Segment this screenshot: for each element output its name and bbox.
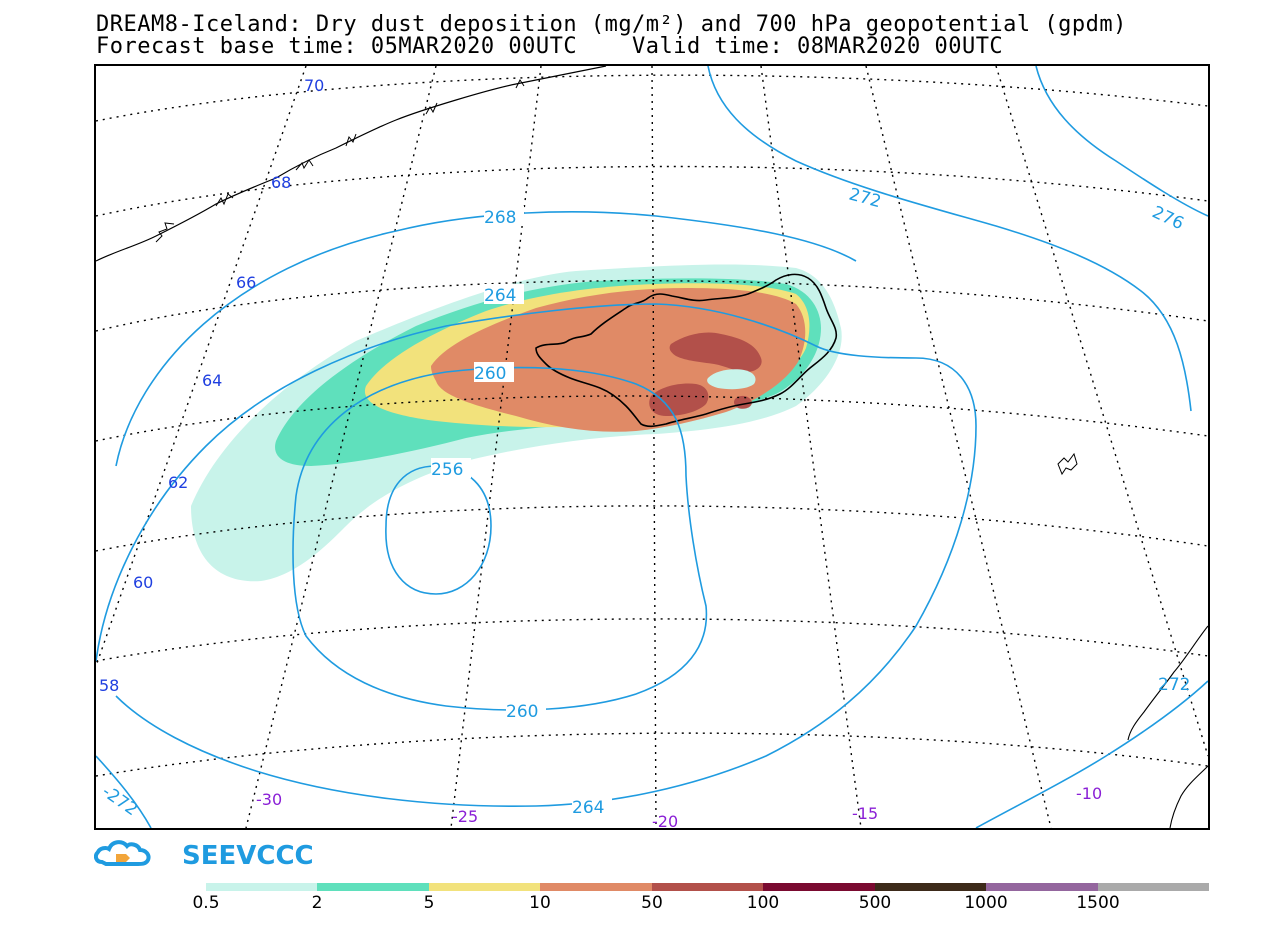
map-title: DREAM8-Iceland: Dry dust deposition (mg/…: [96, 12, 1127, 37]
legend-tick: 500: [858, 893, 892, 913]
contour-label: -272: [98, 782, 141, 821]
lon-label: -10: [1076, 784, 1102, 803]
legend-bin: [206, 883, 318, 891]
graticule: [96, 66, 1208, 828]
contour-label: 276: [1149, 202, 1187, 234]
dust-area-0-5b: [707, 369, 756, 390]
contour-label: 268: [484, 208, 516, 228]
contour-256: [385, 465, 492, 595]
legend-tick: 0.5: [192, 893, 220, 913]
map-time-info: Forecast base time: 05MAR2020 00UTC Vali…: [96, 34, 1004, 59]
contour-label: 256: [431, 460, 463, 480]
contour-276: [1035, 66, 1208, 217]
longitude-labels: -30 -25 -20 -15 -10: [256, 784, 1102, 828]
legend-bin: [317, 883, 429, 891]
legend-bin: [1097, 883, 1209, 891]
contour-label: 260: [506, 702, 538, 722]
lon-label: -25: [452, 807, 478, 826]
contour-label: 264: [572, 798, 604, 818]
legend-bin: [428, 883, 541, 891]
cloud-logo-icon: SEEVCCC: [93, 840, 314, 871]
legend-tick: 5: [423, 893, 435, 913]
lon-label: -30: [256, 790, 282, 809]
contour-label: 264: [484, 286, 516, 306]
legend-tick: 1500: [1076, 893, 1120, 913]
seevccc-logo: SEEVCCC: [93, 836, 314, 872]
dust-area-50b: [649, 383, 709, 416]
contour-264-outer: [96, 303, 977, 808]
legend-bin: [874, 883, 987, 891]
legend-tick: 100: [746, 893, 780, 913]
legend-bin: [651, 883, 764, 891]
legend-tick: 2: [311, 893, 323, 913]
contour-272: [707, 66, 1192, 412]
faroe-islands: [1057, 452, 1078, 476]
contour-268: [115, 211, 857, 467]
legend-bin: [986, 883, 1098, 891]
map-canvas[interactable]: 268 272 276 264 260 256 260 264 -272 272…: [96, 66, 1208, 828]
contour-label: 260: [474, 364, 506, 384]
legend-bin: [763, 883, 875, 891]
contour-label: 272: [847, 185, 884, 213]
legend-tick: 1000: [964, 893, 1008, 913]
greenland-coastline-jag: [155, 79, 525, 243]
contour-label-group: 268 272 276 264 260 256 260 264 -272 272: [98, 185, 1190, 821]
dust-layer: [191, 264, 842, 582]
contour-272-bottom-right: [975, 680, 1208, 828]
map-frame[interactable]: 268 272 276 264 260 256 260 264 -272 272…: [94, 64, 1210, 830]
legend-bin: [540, 883, 652, 891]
lat-label: 64: [202, 371, 222, 390]
legend-tick: 50: [641, 893, 663, 913]
lat-label: 62: [168, 473, 188, 492]
geopotential-contours: [96, 66, 1208, 828]
iceland-coastline: [535, 273, 838, 428]
lon-label: -15: [852, 804, 878, 823]
lat-label: 58: [99, 676, 119, 695]
lat-label: 60: [133, 573, 153, 592]
norway-coastline: [1127, 625, 1208, 828]
dust-area-50: [669, 332, 762, 372]
logo-text: SEEVCCC: [182, 841, 314, 871]
contour-label: 272: [1158, 675, 1190, 695]
lat-label: 66: [236, 273, 256, 292]
contour-272-bottom-left: [96, 755, 152, 828]
lon-label: -20: [652, 812, 678, 828]
greenland-coastline: [96, 66, 607, 262]
contour-260: [292, 366, 708, 711]
latitude-labels: 70 68 66 64 62 60 58: [99, 76, 324, 695]
colorbar-legend: [206, 883, 1209, 891]
lat-label: 70: [304, 76, 324, 95]
dust-area-10: [431, 288, 806, 432]
legend-tick: 10: [529, 893, 551, 913]
lat-label: 68: [271, 173, 291, 192]
